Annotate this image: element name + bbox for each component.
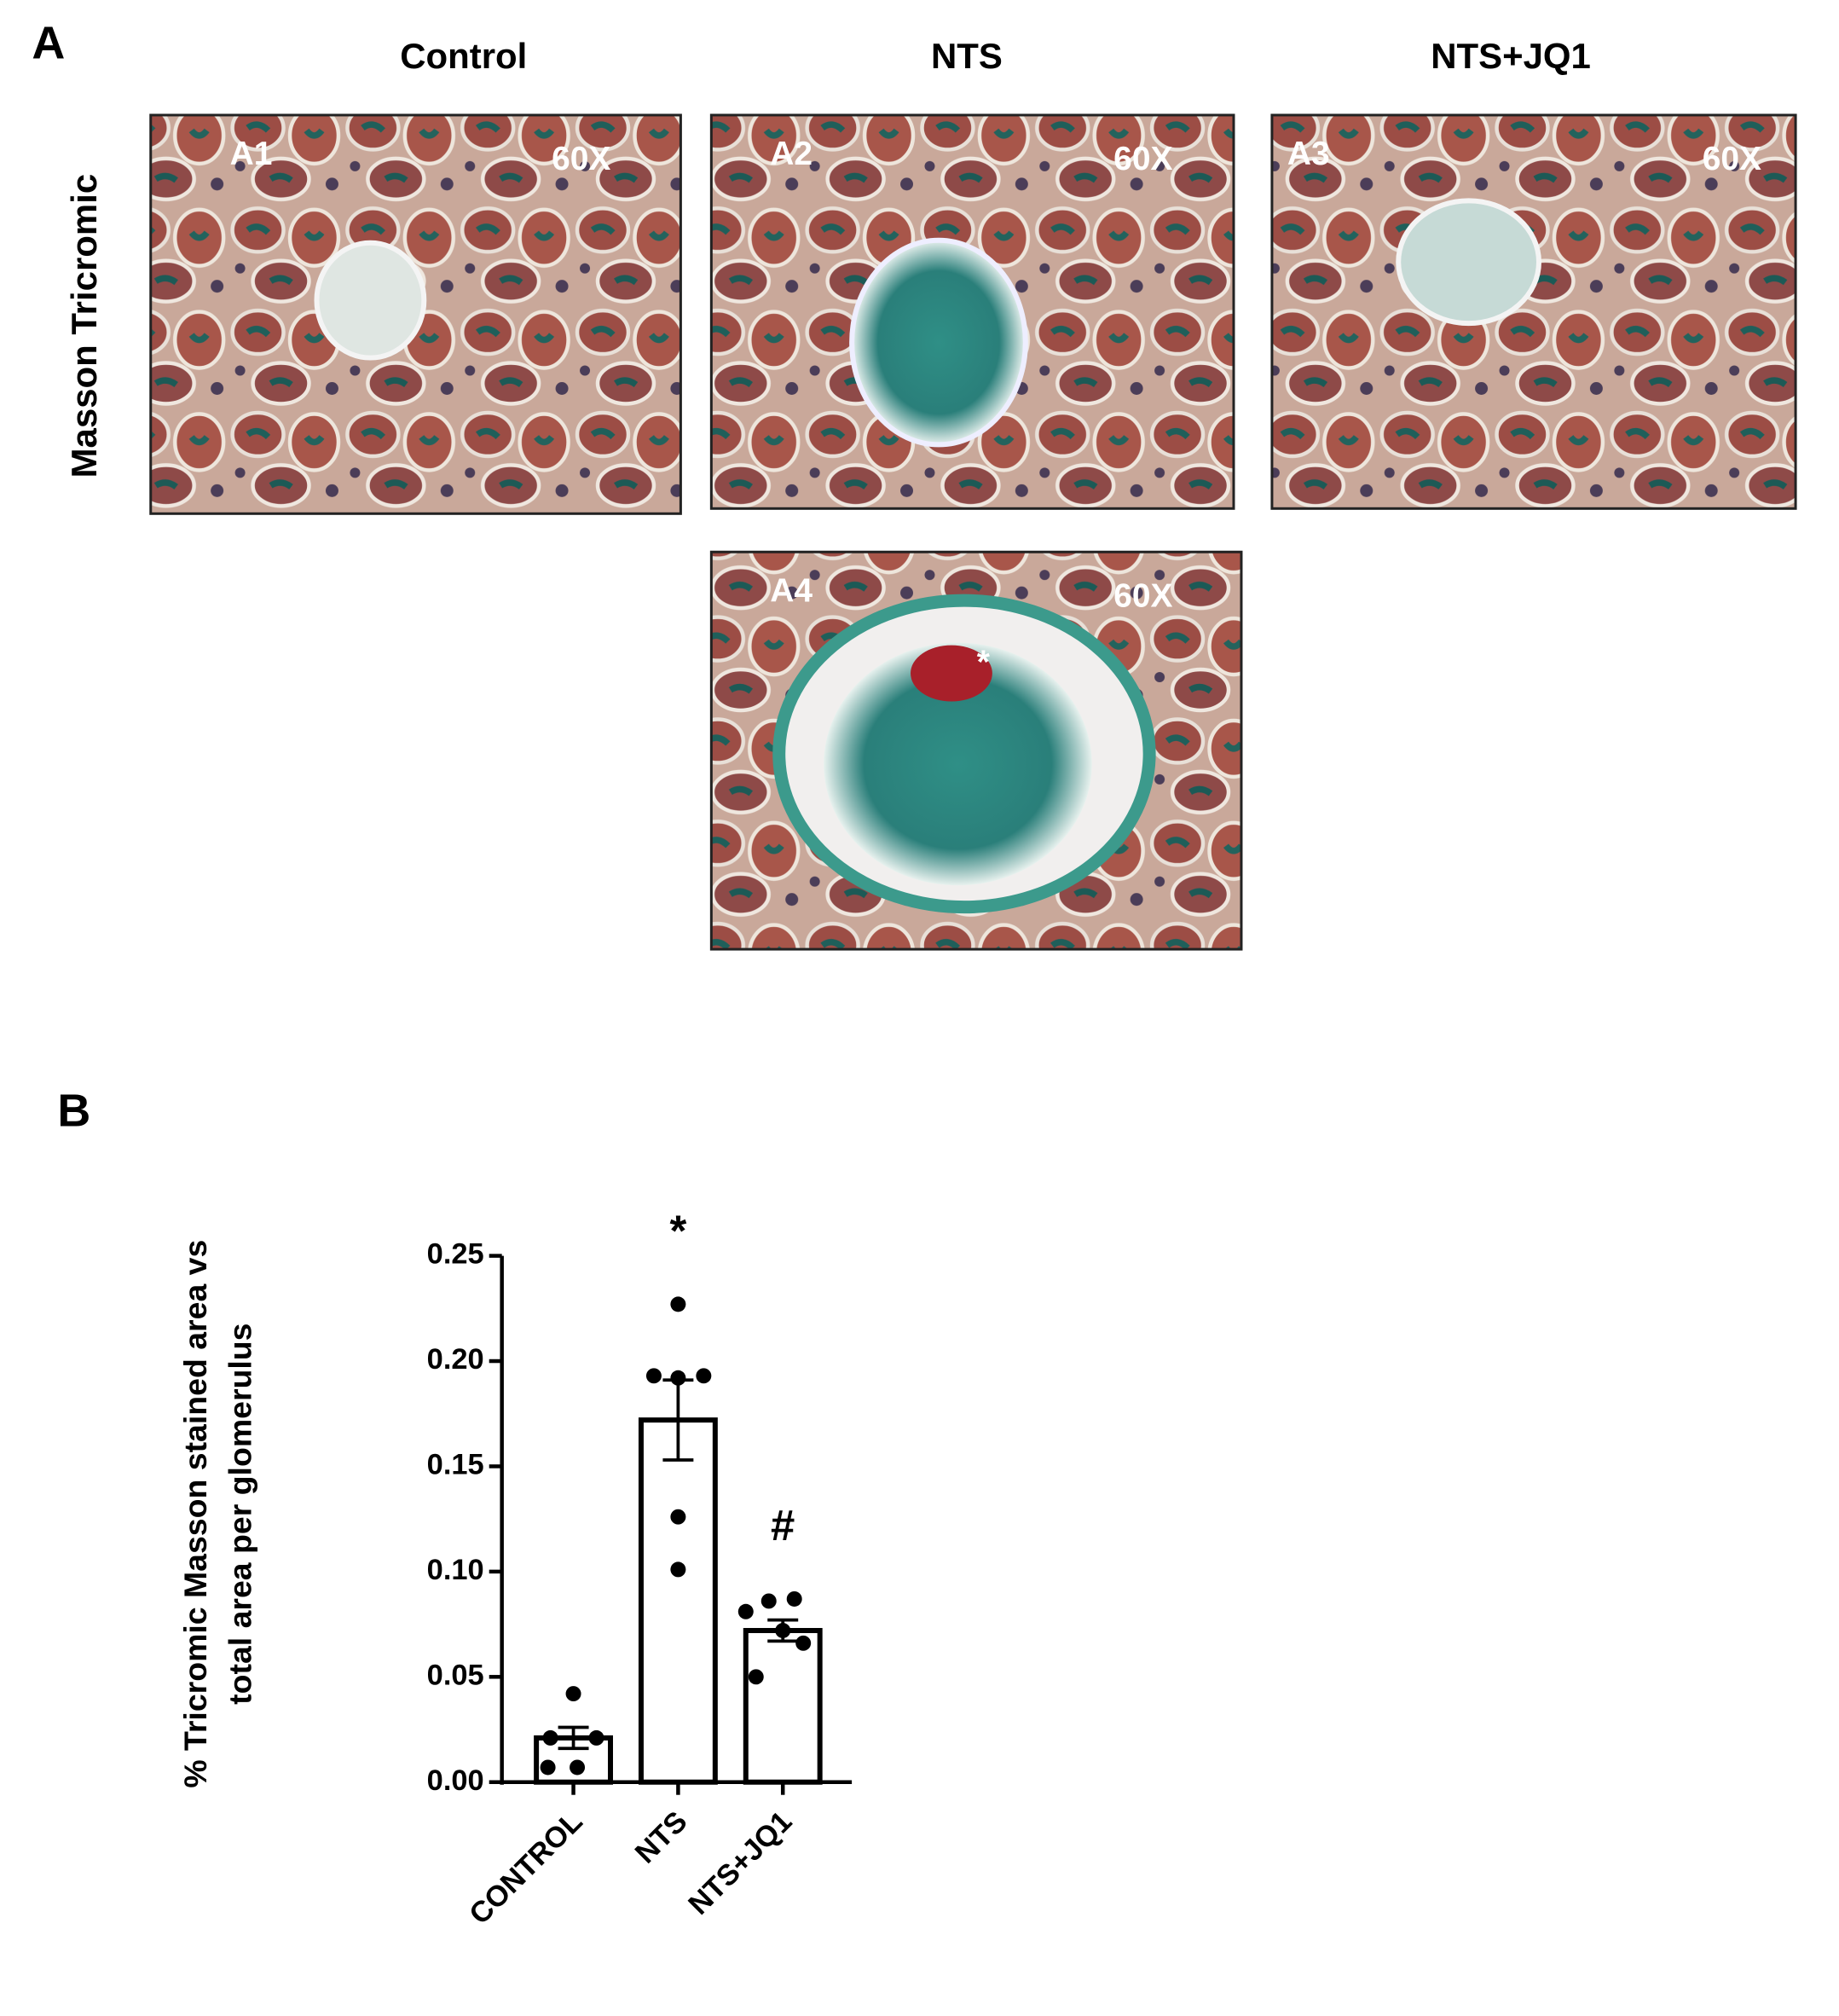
bar [638, 1417, 718, 1785]
data-point [775, 1623, 791, 1638]
significance-marker: * [669, 1206, 686, 1254]
y-tick-label: 0.00 [427, 1764, 484, 1797]
data-point [760, 1593, 777, 1609]
magnification: 60X [1113, 577, 1172, 614]
panel-label: A [32, 17, 65, 68]
image-label: A4 [770, 572, 813, 609]
magnification: 60X [1113, 141, 1172, 177]
x-tick-label: NTS [629, 1805, 694, 1870]
data-point [570, 1759, 586, 1776]
micrograph: A1 60X [149, 113, 682, 515]
micrograph: A4 60X * [709, 550, 1243, 951]
x-tick-label: CONTROL [463, 1805, 588, 1931]
column-title: NTS+JQ1 [1431, 36, 1591, 76]
row-label: Masson Tricromic [64, 174, 104, 478]
micrograph: A2 60X [709, 113, 1235, 510]
plot: 0.00 0.05 0.10 0.15 0.20 0.25 CONTROL NTS * NTS+J… [427, 1206, 853, 1931]
data-point [645, 1368, 662, 1384]
data-point [588, 1729, 604, 1746]
data-point [540, 1759, 556, 1776]
magnification: 60X [1703, 141, 1761, 177]
image-label: A3 [1287, 136, 1330, 172]
data-point [786, 1590, 802, 1607]
data-point [670, 1296, 686, 1312]
x-tick-label: NTS+JQ1 [682, 1805, 798, 1921]
marker: * [977, 644, 991, 681]
panel-label: B [57, 1086, 90, 1137]
y-tick-label: 0.20 [427, 1343, 484, 1376]
column-title: Control [400, 36, 527, 76]
y-tick-label: 0.10 [427, 1554, 484, 1586]
significance-marker: # [771, 1501, 795, 1550]
micrograph: A3 60X [1270, 113, 1797, 510]
y-tick-label: 0.15 [427, 1449, 484, 1481]
bar [743, 1628, 823, 1785]
data-point [748, 1669, 764, 1685]
data-point [670, 1370, 686, 1386]
data-point [542, 1729, 558, 1746]
y-axis-label: total area per glomerulus [222, 1324, 257, 1705]
y-tick-label: 0.25 [427, 1238, 484, 1271]
data-point [737, 1603, 754, 1619]
magnification: 60X [552, 141, 610, 177]
data-point [795, 1635, 812, 1651]
y-axis-label: % Tricromic Masson stained area vs [177, 1240, 213, 1788]
y-tick-label: 0.05 [427, 1659, 484, 1691]
data-point [696, 1368, 712, 1384]
data-point [670, 1561, 686, 1578]
image-label: A1 [230, 136, 273, 172]
data-point [670, 1509, 686, 1525]
data-point [565, 1686, 581, 1702]
column-title: NTS [931, 36, 1003, 76]
image-label: A2 [770, 136, 813, 172]
